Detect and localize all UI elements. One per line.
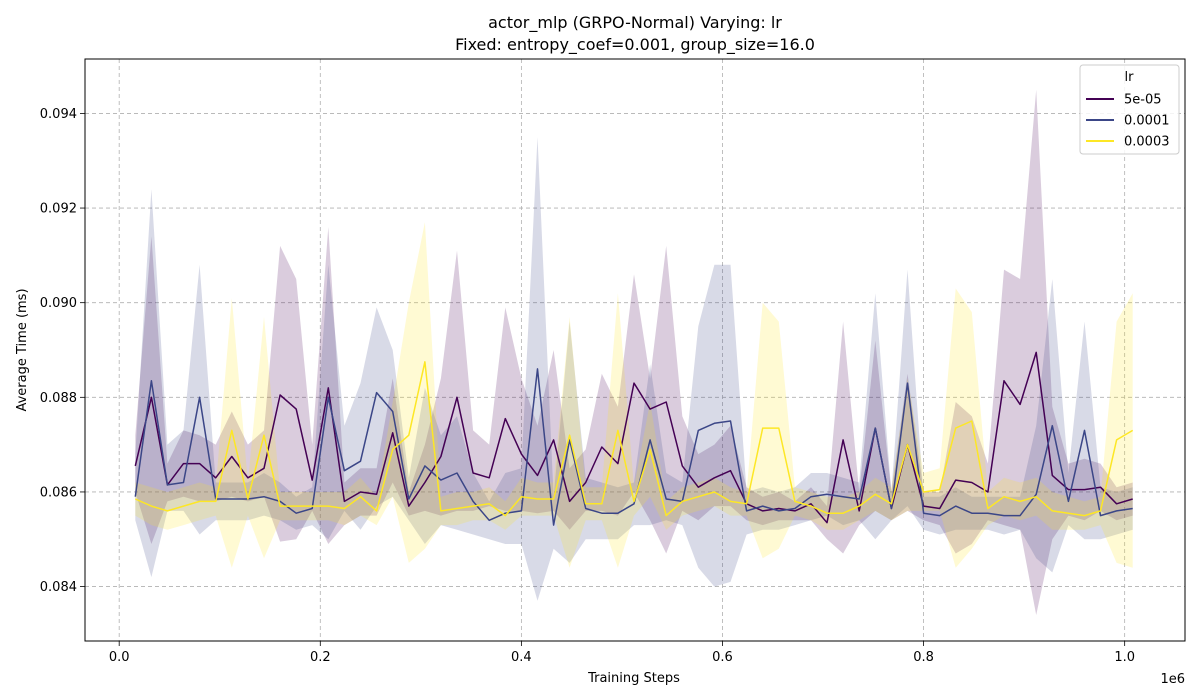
x-axis-label: Training Steps: [587, 671, 680, 686]
x-axis-ticks: 0.0 0.2 0.4 0.6 0.8 1.0: [109, 641, 1135, 665]
legend-frame: [1079, 64, 1180, 155]
x-axis-offset-label: 1e6: [1160, 672, 1185, 687]
legend: lr 5e-05 0.0001 0.0003: [1079, 64, 1180, 155]
x-tick-label: 0.8: [913, 650, 934, 665]
y-tick-label: 0.084: [40, 580, 77, 595]
chart-subtitle: Fixed: entropy_coef=0.001, group_size=16…: [455, 35, 815, 55]
y-tick-label: 0.086: [40, 485, 77, 500]
plot-area-frame: [84, 58, 1186, 642]
legend-label-0: 5e-05: [1124, 93, 1162, 108]
x-tick-label: 1.0: [1114, 650, 1135, 665]
series-line-1: [134, 368, 1133, 526]
chart-title: actor_mlp (GRPO-Normal) Varying: lr: [488, 13, 782, 33]
y-axis-ticks: 0.084 0.086 0.088 0.090 0.092 0.094: [40, 107, 85, 595]
x-tick-label: 0.2: [310, 650, 331, 665]
y-tick-label: 0.092: [40, 202, 77, 217]
y-tick-label: 0.088: [40, 391, 77, 406]
x-tick-label: 0.0: [109, 650, 130, 665]
series-line-2: [134, 361, 1134, 517]
y-tick-label: 0.094: [40, 107, 77, 122]
series-band-1: [135, 137, 1133, 601]
grid-lines: [85, 59, 1185, 641]
series-line-0: [134, 351, 1133, 524]
y-tick-label: 0.090: [40, 296, 77, 311]
x-tick-label: 0.4: [511, 650, 532, 665]
series-band-0: [135, 89, 1133, 616]
legend-title: lr: [1125, 70, 1135, 85]
legend-label-1: 0.0001: [1124, 114, 1170, 129]
y-axis-label: Average Time (ms): [15, 288, 30, 411]
series-lines: [134, 351, 1134, 526]
x-tick-label: 0.6: [712, 650, 733, 665]
legend-label-2: 0.0003: [1124, 135, 1170, 150]
